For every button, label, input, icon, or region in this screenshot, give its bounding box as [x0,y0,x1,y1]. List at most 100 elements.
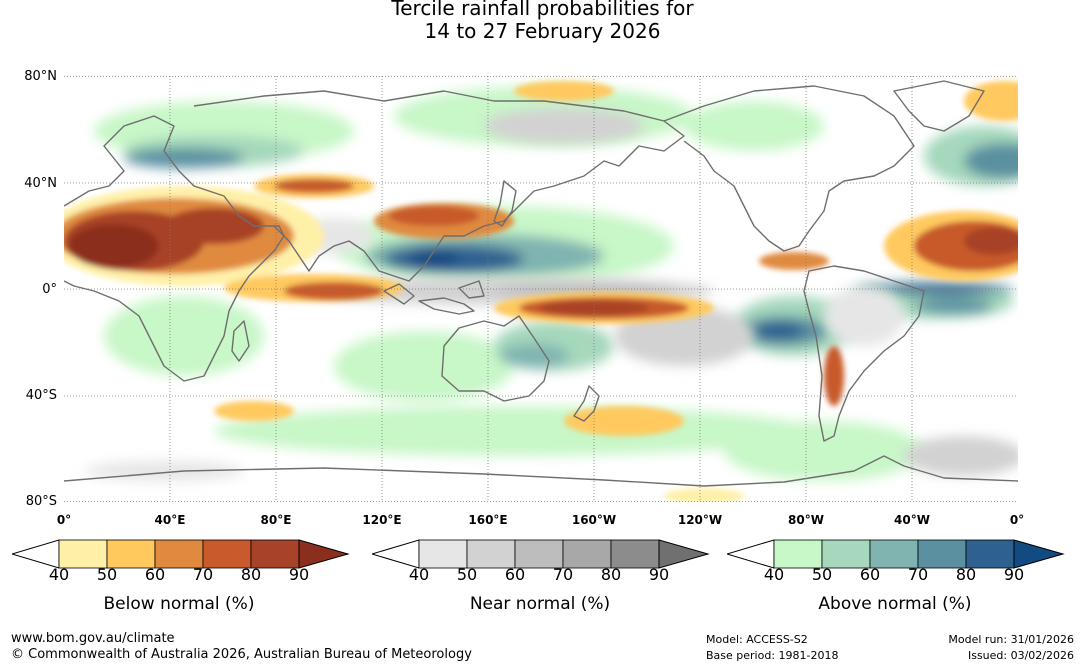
lat-label-80s: 80°S [25,494,57,509]
lon-label-160e: 160°E [468,513,508,527]
colorbar-near [372,539,710,569]
footer-base-period: Base period: 1981-2018 [706,649,839,662]
above-region-spcz-core [754,322,804,340]
colorbar-near-bin-50 [466,539,516,569]
colorbar-below-max-arrow [298,539,350,569]
coastline-north-america [663,85,915,252]
colorbar-above-bin-80 [965,539,1015,569]
coastline-greenland [893,80,985,132]
above-region-south-pacific-high-lat [724,421,924,481]
above-region-canada [684,101,824,151]
below-region-japan-core [389,206,479,226]
colorbar-near-min-arrow [372,539,420,569]
title-line-2: 14 to 27 February 2026 [424,19,661,43]
lon-label-0: 0° [56,513,72,527]
colorbar-near-tick: 40 [408,565,430,584]
footer-copyright: © Commonwealth of Australia 2026, Austra… [11,647,472,662]
colorbar-below-bin-50 [106,539,156,569]
lon-label-120w: 120°W [677,513,723,527]
coastlines [64,80,1018,487]
below-normal-regions [64,81,1018,502]
colorbar-near-bin-60 [514,539,564,569]
lat-label-equator: 0° [42,282,57,297]
above-region-central-asia-core [124,148,244,168]
above-normal-regions [94,86,1018,481]
colorbar-below-tick: 80 [240,565,262,584]
colorbar-below-bin-40 [58,539,108,569]
below-region-indian-ocean-core [284,282,384,300]
colorbar-below-tick: 40 [48,565,70,584]
colorbar-above-max-arrow [1013,539,1065,569]
colorbar-near-title: Near normal (%) [469,594,611,614]
colorbar-near-bin-80 [610,539,660,569]
below-region-china-core [274,179,354,193]
below-region-arctic-siberia [514,81,614,101]
colorbar-above-tick: 60 [859,565,881,584]
lon-label-120e: 120°E [362,513,402,527]
coastline-japan [493,180,517,227]
colorbar-below-title: Below normal (%) [103,594,255,614]
coastline-indonesia [383,280,485,315]
colorbar-above [727,539,1065,569]
lon-label-0-end: 0° [1009,513,1025,527]
coastline-south-america [803,265,925,442]
lon-label-40w: 40°W [894,513,930,527]
world-map [64,76,1018,502]
colorbar-below-tick: 50 [96,565,118,584]
colorbar-above-title: Above normal (%) [818,594,972,614]
above-region-southern-ocean [214,406,814,456]
lon-label-80w: 80°W [788,513,824,527]
colorbar-below-tick: 90 [288,565,310,584]
colorbar-below-bin-70 [202,539,252,569]
lon-label-40e: 40°E [154,513,186,527]
colorbar-above-bin-70 [917,539,967,569]
colorbar-near-bin-40 [418,539,468,569]
above-region-north-atlantic-core [964,143,1018,179]
title-line-1: Tercile rainfall probabilities for [391,0,694,20]
coastline-africa-europe [64,115,285,382]
above-region-south-pacific-mid [499,344,569,368]
probability-map-svg [64,76,1018,502]
colorbar-near-max-arrow [658,539,710,569]
map-title: Tercile rainfall probabilities for 14 to… [0,0,1085,43]
colorbar-above-tick: 70 [907,565,929,584]
colorbar-above-tick: 80 [955,565,977,584]
colorbar-near-tick: 90 [648,565,670,584]
graticule [64,76,1018,502]
lon-label-160w: 160°W [571,513,617,527]
colorbar-below-bin-60 [154,539,204,569]
colorbar-near-tick: 60 [504,565,526,584]
near-region-arctic [484,108,644,144]
colorbar-above-tick: 50 [811,565,833,584]
colorbar-near-tick: 50 [456,565,478,584]
colorbar-near-tick: 80 [600,565,622,584]
below-region-southern-indian [214,401,294,421]
colorbar-near-bin-70 [562,539,612,569]
footer-issued: Issued: 03/02/2026 [967,649,1074,662]
coastline-antarctica [64,455,1018,487]
colorbar-above-tick: 90 [1003,565,1025,584]
lon-label-80e: 80°E [260,513,292,527]
coastline-madagascar [231,320,250,362]
footer-model: Model: ACCESS-S2 [706,633,808,646]
below-region-south-pacific-ocean [564,406,684,436]
above-region-australia [334,331,514,401]
colorbar-above-bin-60 [869,539,919,569]
colorbar-below-bin-80 [250,539,300,569]
near-region-south-atlantic-high-lat [904,436,1018,476]
below-region-greenland-east [964,81,1018,121]
below-region-north-atlantic-core [964,227,1018,255]
footer-website: www.bom.gov.au/climate [11,631,175,646]
colorbar-below-min-arrow [12,539,60,569]
colorbar-near-tick: 70 [552,565,574,584]
colorbar-below-tick: 70 [192,565,214,584]
coastline-australia [441,315,550,402]
above-region-africa-south [104,296,264,376]
colorbar-above-min-arrow [727,539,775,569]
below-region-chile [824,346,844,406]
above-region-south-atlantic-core [914,298,994,314]
coastline-asia [193,90,685,282]
below-region-arabia [164,208,264,244]
colorbar-above-bin-40 [773,539,823,569]
lat-label-40s: 40°S [25,388,57,403]
